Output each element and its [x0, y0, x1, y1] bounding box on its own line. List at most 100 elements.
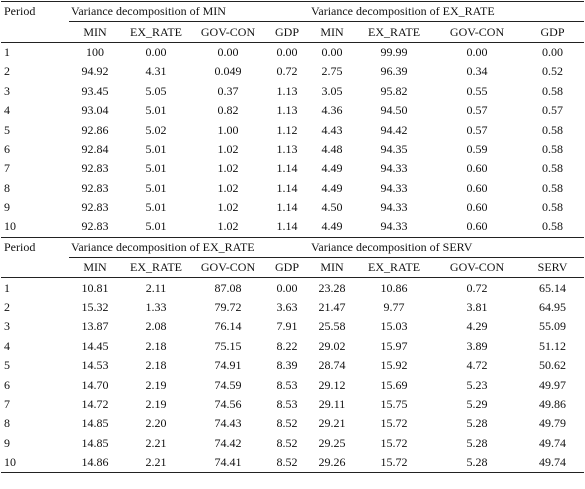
value-cell: 14.45	[81, 338, 109, 353]
value-cell: 94.33	[380, 180, 408, 195]
value-cell: 74.91	[214, 358, 242, 373]
value-cell: 87.08	[214, 280, 242, 295]
value-cell: 0.57	[542, 103, 564, 118]
value-cell: 8.52	[276, 416, 298, 431]
value-cell: 2.21	[121, 452, 191, 474]
value-cell: 14.85	[81, 416, 109, 431]
column-header: GOV-CON	[433, 257, 522, 279]
value-cell: 15.92	[380, 358, 408, 373]
value-cell: 94.92	[81, 64, 109, 79]
value-cell: 0.58	[521, 217, 585, 238]
value-cell: 64.95	[539, 300, 567, 315]
value-cell: 14.72	[81, 397, 109, 411]
value-cell: 5.01	[145, 141, 167, 156]
value-cell: 14.53	[81, 358, 109, 373]
value-cell: 4.49	[309, 217, 356, 238]
value-cell: 100	[86, 44, 104, 59]
period-cell: 4	[4, 103, 10, 118]
value-cell: 4.49	[321, 180, 343, 195]
value-cell: 76.14	[214, 319, 242, 334]
value-cell: 99.99	[380, 44, 408, 59]
value-cell: 0.58	[542, 122, 564, 137]
period-cell: 9	[4, 435, 10, 450]
data-row: 3 13.87 2.08 76.14 7.91 25.58 15.03 4.29 55.09	[1, 317, 584, 336]
value-cell: 2.08	[145, 319, 167, 334]
value-cell: 2.21	[145, 435, 167, 450]
value-cell: 29.26	[309, 452, 356, 474]
value-cell: 8.39	[276, 358, 298, 373]
value-cell: 50.62	[539, 358, 567, 373]
column-header: MIN	[309, 21, 356, 43]
value-cell: 65.14	[539, 280, 567, 295]
period-cell: 6	[4, 377, 10, 392]
period-cell: 10	[1, 217, 69, 238]
period-cell: 3	[4, 319, 10, 334]
value-cell: 49.97	[539, 377, 567, 392]
value-cell: 13.87	[81, 319, 109, 334]
data-row: 8 92.83 5.01 1.02 1.14 4.49 94.33 0.60 0.58	[1, 179, 584, 198]
value-cell: 0.60	[433, 217, 522, 238]
value-cell: 3.81	[466, 300, 488, 315]
data-row: 8 14.85 2.20 74.43 8.52 29.21 15.72 5.28 49.79	[1, 414, 584, 433]
period-cell: 2	[4, 64, 10, 79]
value-cell: 2.18	[145, 338, 167, 353]
value-cell: 49.74	[521, 452, 585, 474]
value-cell: 29.25	[318, 435, 346, 450]
value-cell: 4.49	[321, 161, 343, 176]
value-cell: 1.02	[217, 200, 239, 215]
column-header: EX_RATE	[355, 257, 434, 279]
value-cell: 1.13	[276, 141, 298, 156]
period-cell: 3	[4, 83, 10, 98]
data-row: 10 14.86 2.21 74.41 8.52 29.26 15.72 5.28 49.74	[1, 452, 585, 474]
value-cell: 14.85	[81, 435, 109, 450]
value-cell: 0.60	[466, 200, 488, 215]
table-body: Period Variance decomposition of MIN Varia…	[1, 0, 585, 474]
data-row: 1 10.81 2.11 87.08 0.00 23.28 10.86 0.72 65.14	[1, 278, 584, 298]
value-cell: 4.36	[321, 103, 343, 118]
data-row: 1 100 0.00 0.00 0.00 0.00 99.99 0.00 0.00	[1, 42, 584, 62]
value-cell: 1.13	[276, 83, 298, 98]
value-cell: 95.82	[380, 83, 408, 98]
period-header: Period	[1, 236, 69, 258]
column-header: GDP	[265, 21, 310, 43]
period-cell: 9	[4, 200, 10, 215]
value-cell: 4.50	[321, 200, 343, 215]
period-cell: 7	[4, 161, 10, 176]
period-cell: 10	[1, 452, 69, 474]
data-row: 5 92.86 5.02 1.00 1.12 4.43 94.42 0.57 0.58	[1, 120, 584, 139]
value-cell: 1.14	[276, 180, 298, 195]
value-cell: 0.57	[466, 103, 488, 118]
blank-cell	[1, 21, 69, 43]
period-cell: 4	[4, 338, 10, 353]
value-cell: 5.23	[466, 377, 488, 392]
value-cell: 0.00	[276, 280, 298, 295]
column-header: GOV-CON	[191, 257, 265, 279]
value-cell: 94.35	[380, 141, 408, 156]
data-row: 6 14.70 2.19 74.59 8.53 29.12 15.69 5.23 49.97	[1, 375, 584, 394]
value-cell: 1.02	[217, 161, 239, 176]
column-header: GOV-CON	[191, 21, 265, 43]
value-cell: 94.33	[380, 200, 408, 215]
column-header: GOV-CON	[433, 21, 522, 43]
value-cell: 0.72	[466, 280, 488, 295]
column-header: MIN	[69, 257, 121, 279]
period-cell: 6	[4, 141, 10, 156]
period-cell: 1	[4, 280, 10, 295]
value-cell: 10.86	[380, 280, 408, 295]
period-cell: 7	[4, 397, 10, 411]
value-cell: 15.75	[380, 397, 408, 411]
value-cell: 93.45	[81, 83, 109, 98]
value-cell: 5.01	[145, 180, 167, 195]
data-row: 3 93.45 5.05 0.37 1.13 3.05 95.82 0.55 0.58	[1, 82, 584, 101]
value-cell: 5.29	[466, 397, 488, 411]
value-cell: 0.58	[542, 180, 564, 195]
value-cell: 10.81	[81, 280, 109, 295]
value-cell: 8.53	[276, 377, 298, 392]
value-cell: 15.72	[380, 435, 408, 450]
value-cell: 28.74	[318, 358, 346, 373]
value-cell: 1.33	[145, 300, 167, 315]
value-cell: 15.72	[380, 416, 408, 431]
column-header: EX_RATE	[355, 21, 434, 43]
value-cell: 0.049	[214, 64, 242, 79]
